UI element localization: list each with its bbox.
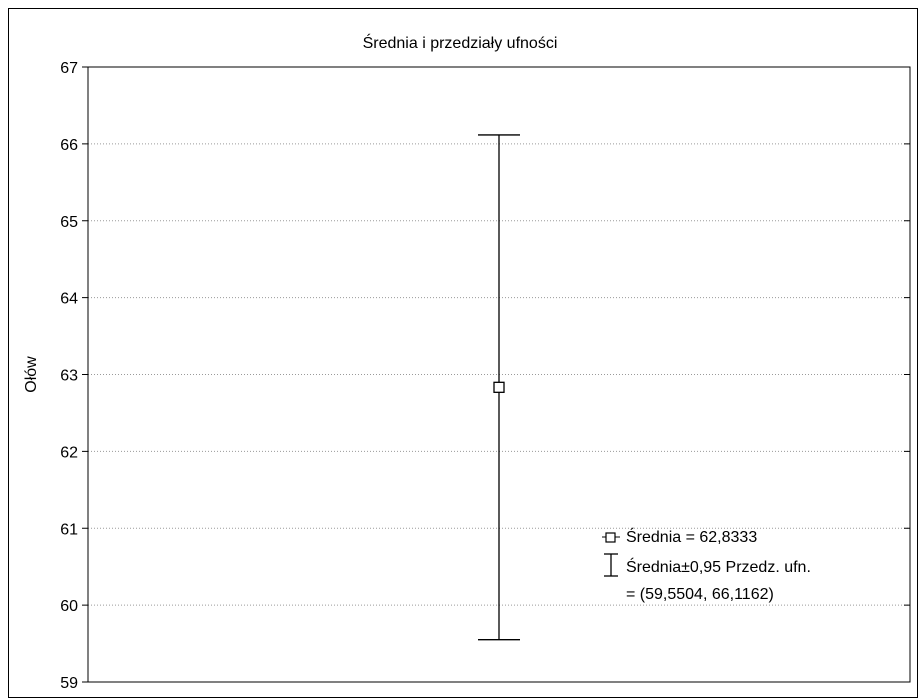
y-axis-label: Ołów	[23, 356, 40, 393]
legend-mean-label: Średnia = 62,8333	[626, 527, 757, 546]
y-tick-label: 61	[60, 521, 78, 538]
chart-title: Średnia i przedziały ufności	[363, 33, 558, 52]
y-tick-label: 60	[60, 598, 78, 615]
legend-mean-icon	[602, 532, 620, 543]
legend-ci-label: Średnia±0,95 Przedz. ufn.	[626, 557, 811, 576]
legend-ci-icon	[604, 553, 618, 577]
y-tick-label: 64	[60, 291, 78, 308]
y-tick-label: 59	[60, 675, 78, 692]
y-axis-ticks: 59 60 61 62 63 64 65 66 67	[60, 60, 910, 692]
y-tick-label: 62	[60, 444, 78, 461]
legend: Średnia = 62,8333 Średnia±0,95 Przedz. u…	[602, 527, 811, 603]
y-tick-label: 67	[60, 60, 78, 77]
data-layer	[478, 134, 520, 641]
y-tick-label: 63	[60, 368, 78, 385]
mean-marker	[493, 381, 505, 393]
legend-ci-interval-label: = (59,5504, 66,1162)	[626, 586, 774, 603]
y-tick-label: 65	[60, 214, 78, 231]
y-tick-label: 66	[60, 137, 78, 154]
